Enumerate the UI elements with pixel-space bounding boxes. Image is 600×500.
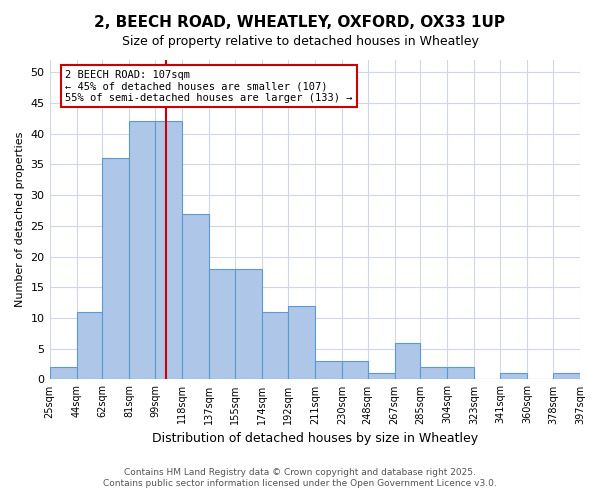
Bar	[50, 367, 77, 380]
Bar	[420, 367, 448, 380]
Bar	[209, 269, 235, 380]
Text: Contains HM Land Registry data © Crown copyright and database right 2025.
Contai: Contains HM Land Registry data © Crown c…	[103, 468, 497, 487]
Bar	[103, 158, 130, 380]
Text: 2, BEECH ROAD, WHEATLEY, OXFORD, OX33 1UP: 2, BEECH ROAD, WHEATLEY, OXFORD, OX33 1U…	[95, 15, 505, 30]
Text: Size of property relative to detached houses in Wheatley: Size of property relative to detached ho…	[122, 35, 478, 48]
Bar	[342, 361, 368, 380]
Bar	[553, 374, 580, 380]
Y-axis label: Number of detached properties: Number of detached properties	[15, 132, 25, 308]
Bar	[315, 361, 342, 380]
Bar	[77, 312, 103, 380]
Bar	[287, 306, 315, 380]
Bar	[182, 214, 209, 380]
Bar	[235, 269, 262, 380]
Bar	[395, 342, 420, 380]
Bar	[262, 312, 287, 380]
Bar	[155, 122, 182, 380]
Bar	[500, 374, 527, 380]
Bar	[368, 374, 395, 380]
Text: 2 BEECH ROAD: 107sqm
← 45% of detached houses are smaller (107)
55% of semi-deta: 2 BEECH ROAD: 107sqm ← 45% of detached h…	[65, 70, 353, 103]
X-axis label: Distribution of detached houses by size in Wheatley: Distribution of detached houses by size …	[152, 432, 478, 445]
Bar	[130, 122, 155, 380]
Bar	[448, 367, 475, 380]
